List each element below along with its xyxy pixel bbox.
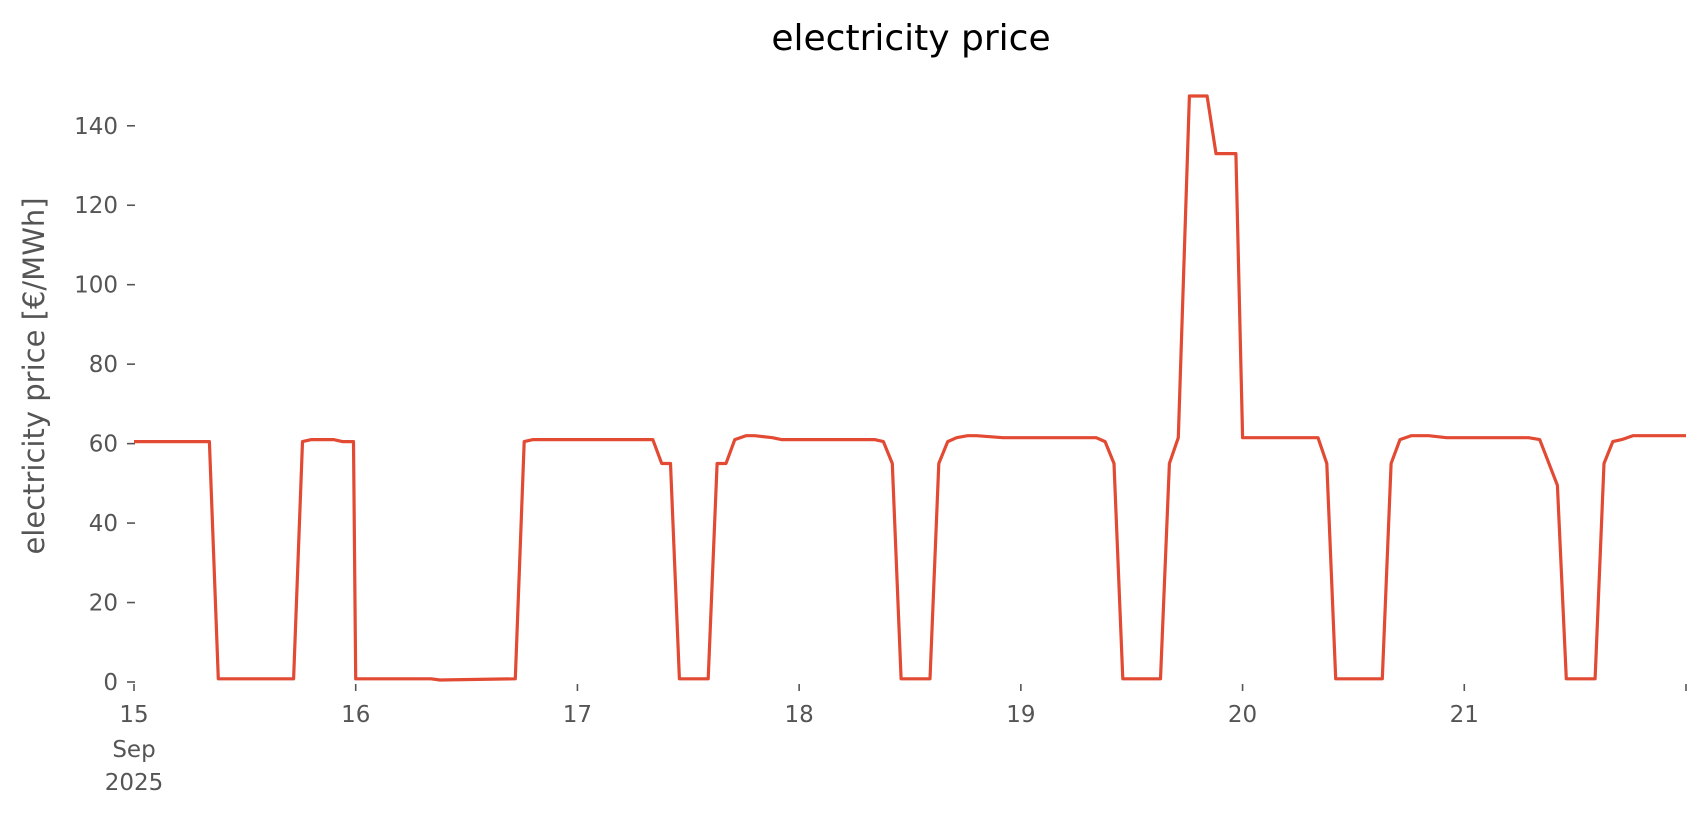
y-tick-label: 20 (89, 591, 118, 617)
x-tick-sublabel: Sep (112, 737, 155, 763)
x-tick-label: 21 (1450, 702, 1479, 728)
y-tick-label: 40 (89, 511, 118, 537)
y-axis-label: electricity price [€/MWh] (17, 197, 51, 554)
x-axis: 15 Sep 2025 16 17 18 19 20 21 (105, 684, 1687, 796)
chart-title: electricity price (771, 18, 1050, 59)
x-tick-label: 18 (785, 702, 814, 728)
price-series-line (134, 94, 1686, 682)
y-tick-label: 140 (74, 114, 118, 140)
y-axis: 0 20 40 60 80 100 120 140 (74, 114, 135, 696)
y-tick-label: 60 (89, 432, 118, 458)
series-group (134, 94, 1686, 682)
x-tick-label: 17 (563, 702, 592, 728)
y-tick-label: 120 (74, 193, 118, 219)
y-tick-label: 100 (74, 273, 118, 299)
x-tick-label: 19 (1006, 702, 1035, 728)
x-tick-label: 16 (341, 702, 370, 728)
x-tick-label: 15 (119, 702, 148, 728)
x-tick-sublabel: 2025 (105, 770, 164, 796)
x-tick-label: 20 (1228, 702, 1257, 728)
y-tick-label: 0 (103, 670, 118, 696)
y-tick-label: 80 (89, 352, 118, 378)
